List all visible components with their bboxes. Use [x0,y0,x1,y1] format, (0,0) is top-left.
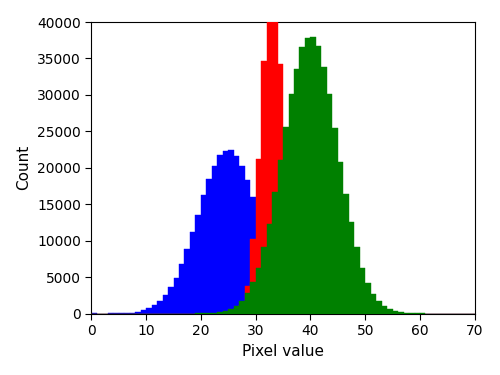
Bar [300,47,305,314]
Bar [266,249,272,314]
Bar [152,305,157,314]
Bar [244,286,250,314]
X-axis label: Pixel value: Pixel value [242,344,324,358]
Bar [272,192,278,314]
Bar [349,222,354,314]
Bar [140,310,146,314]
Bar [261,247,266,314]
Bar [305,38,310,314]
Bar [316,46,322,314]
Bar [261,231,266,314]
Bar [201,195,206,314]
Bar [228,150,234,314]
Bar [305,312,310,314]
Bar [392,311,398,314]
Bar [283,159,288,314]
Bar [360,268,365,314]
Bar [223,152,228,314]
Bar [244,293,250,314]
Bar [376,302,382,313]
Bar [228,309,234,314]
Bar [288,295,294,314]
Bar [300,306,305,314]
Bar [370,294,376,314]
Bar [278,160,283,314]
Bar [250,282,256,314]
Bar [250,197,256,314]
Bar [322,67,327,314]
Bar [300,305,305,314]
Bar [322,313,327,314]
Bar [310,310,316,314]
Bar [278,64,283,314]
Y-axis label: Count: Count [16,145,32,190]
Bar [130,312,135,314]
Bar [382,306,387,314]
Bar [135,312,140,314]
Bar [338,162,344,314]
Bar [239,305,244,314]
Bar [354,248,360,314]
Bar [146,308,152,314]
Bar [218,312,223,314]
Bar [196,215,201,314]
Bar [212,166,218,314]
Bar [256,268,261,314]
Bar [365,283,370,314]
Bar [278,277,283,314]
Bar [157,301,162,313]
Bar [266,0,272,314]
Bar [294,286,300,314]
Bar [283,128,288,314]
Bar [223,311,228,314]
Bar [250,239,256,314]
Bar [294,301,300,313]
Bar [179,264,184,314]
Bar [212,313,218,314]
Bar [310,37,316,314]
Bar [239,166,244,314]
Bar [266,224,272,314]
Bar [206,178,212,314]
Bar [256,159,261,314]
Bar [261,61,266,314]
Bar [327,94,332,314]
Bar [234,312,239,314]
Bar [288,94,294,314]
Bar [168,287,173,314]
Bar [256,214,261,314]
Bar [344,194,349,314]
Bar [294,69,300,314]
Bar [239,301,244,313]
Bar [174,278,179,314]
Bar [184,249,190,314]
Bar [332,128,338,314]
Bar [234,156,239,314]
Bar [124,313,130,314]
Bar [272,264,278,314]
Bar [218,156,223,314]
Bar [398,312,404,314]
Bar [316,312,322,314]
Bar [234,306,239,314]
Bar [404,313,409,314]
Bar [305,308,310,314]
Bar [288,240,294,314]
Bar [162,295,168,314]
Bar [190,232,196,314]
Bar [387,309,392,314]
Bar [272,0,278,314]
Bar [327,313,332,314]
Bar [283,286,288,314]
Bar [244,180,250,314]
